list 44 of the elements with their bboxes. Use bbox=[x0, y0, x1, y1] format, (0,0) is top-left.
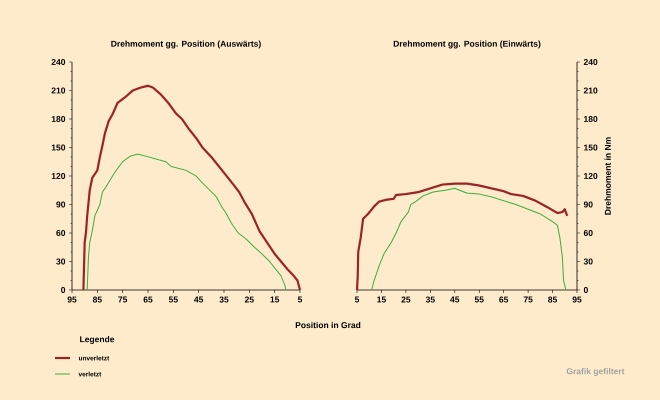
x-tick-label: 5 bbox=[354, 296, 360, 302]
y-tick-label: 60 bbox=[584, 230, 593, 236]
x-tick-label: 85 bbox=[92, 296, 102, 303]
y-tick-label: 150 bbox=[52, 144, 66, 151]
y-tick-label: 120 bbox=[584, 173, 598, 180]
legend-title: Legende bbox=[80, 336, 114, 344]
x-tick-label: 55 bbox=[474, 296, 484, 302]
chart-title: Drehmoment gg. Position (Einwärts) bbox=[394, 40, 540, 48]
y-tick-label: 30 bbox=[56, 258, 66, 265]
x-axis-title: Position in Grad bbox=[296, 322, 360, 328]
y-tick-label: 210 bbox=[584, 88, 598, 94]
y-tick-label: 30 bbox=[584, 258, 593, 265]
x-tick-label: 15 bbox=[377, 296, 386, 302]
text: Grafik gefiltert bbox=[566, 368, 624, 376]
x-tick-label: 65 bbox=[144, 296, 152, 303]
y-tick-label: 0 bbox=[61, 287, 66, 294]
x-tick-label: 95 bbox=[572, 296, 582, 303]
y-tick-label: 150 bbox=[584, 144, 598, 151]
y-tick-label: 0 bbox=[584, 287, 588, 294]
y-tick-label: 180 bbox=[52, 116, 66, 122]
y-tick-label: 240 bbox=[584, 59, 598, 66]
x-tick-label: 45 bbox=[450, 296, 460, 302]
x-tick-label: 35 bbox=[219, 296, 228, 303]
x-tick-label: 65 bbox=[499, 296, 508, 303]
x-tick-label: 75 bbox=[524, 296, 533, 302]
y-tick-label: 120 bbox=[52, 173, 66, 180]
x-tick-label: 85 bbox=[548, 296, 558, 303]
x-tick-label: 35 bbox=[426, 296, 435, 303]
y-tick-label: 210 bbox=[52, 88, 66, 94]
x-tick-label: 45 bbox=[194, 296, 204, 302]
chart-title: Drehmoment gg. Position (Auswärts) bbox=[111, 40, 261, 48]
x-tick-label: 15 bbox=[270, 296, 280, 302]
x-tick-label: 25 bbox=[244, 296, 254, 303]
y-tick-label: 240 bbox=[52, 59, 66, 66]
x-tick-label: 55 bbox=[168, 296, 178, 302]
x-tick-label: 5 bbox=[298, 296, 302, 302]
y-tick-label: 180 bbox=[584, 116, 598, 122]
y-tick-label: 60 bbox=[56, 230, 66, 236]
x-tick-label: 75 bbox=[118, 296, 128, 302]
y-axis-title: Drehmoment in Nm bbox=[604, 137, 611, 215]
y-tick-label: 90 bbox=[584, 202, 593, 208]
x-tick-label: 25 bbox=[401, 296, 410, 303]
y-tick-label: 90 bbox=[56, 202, 66, 208]
x-tick-label: 95 bbox=[68, 296, 76, 303]
